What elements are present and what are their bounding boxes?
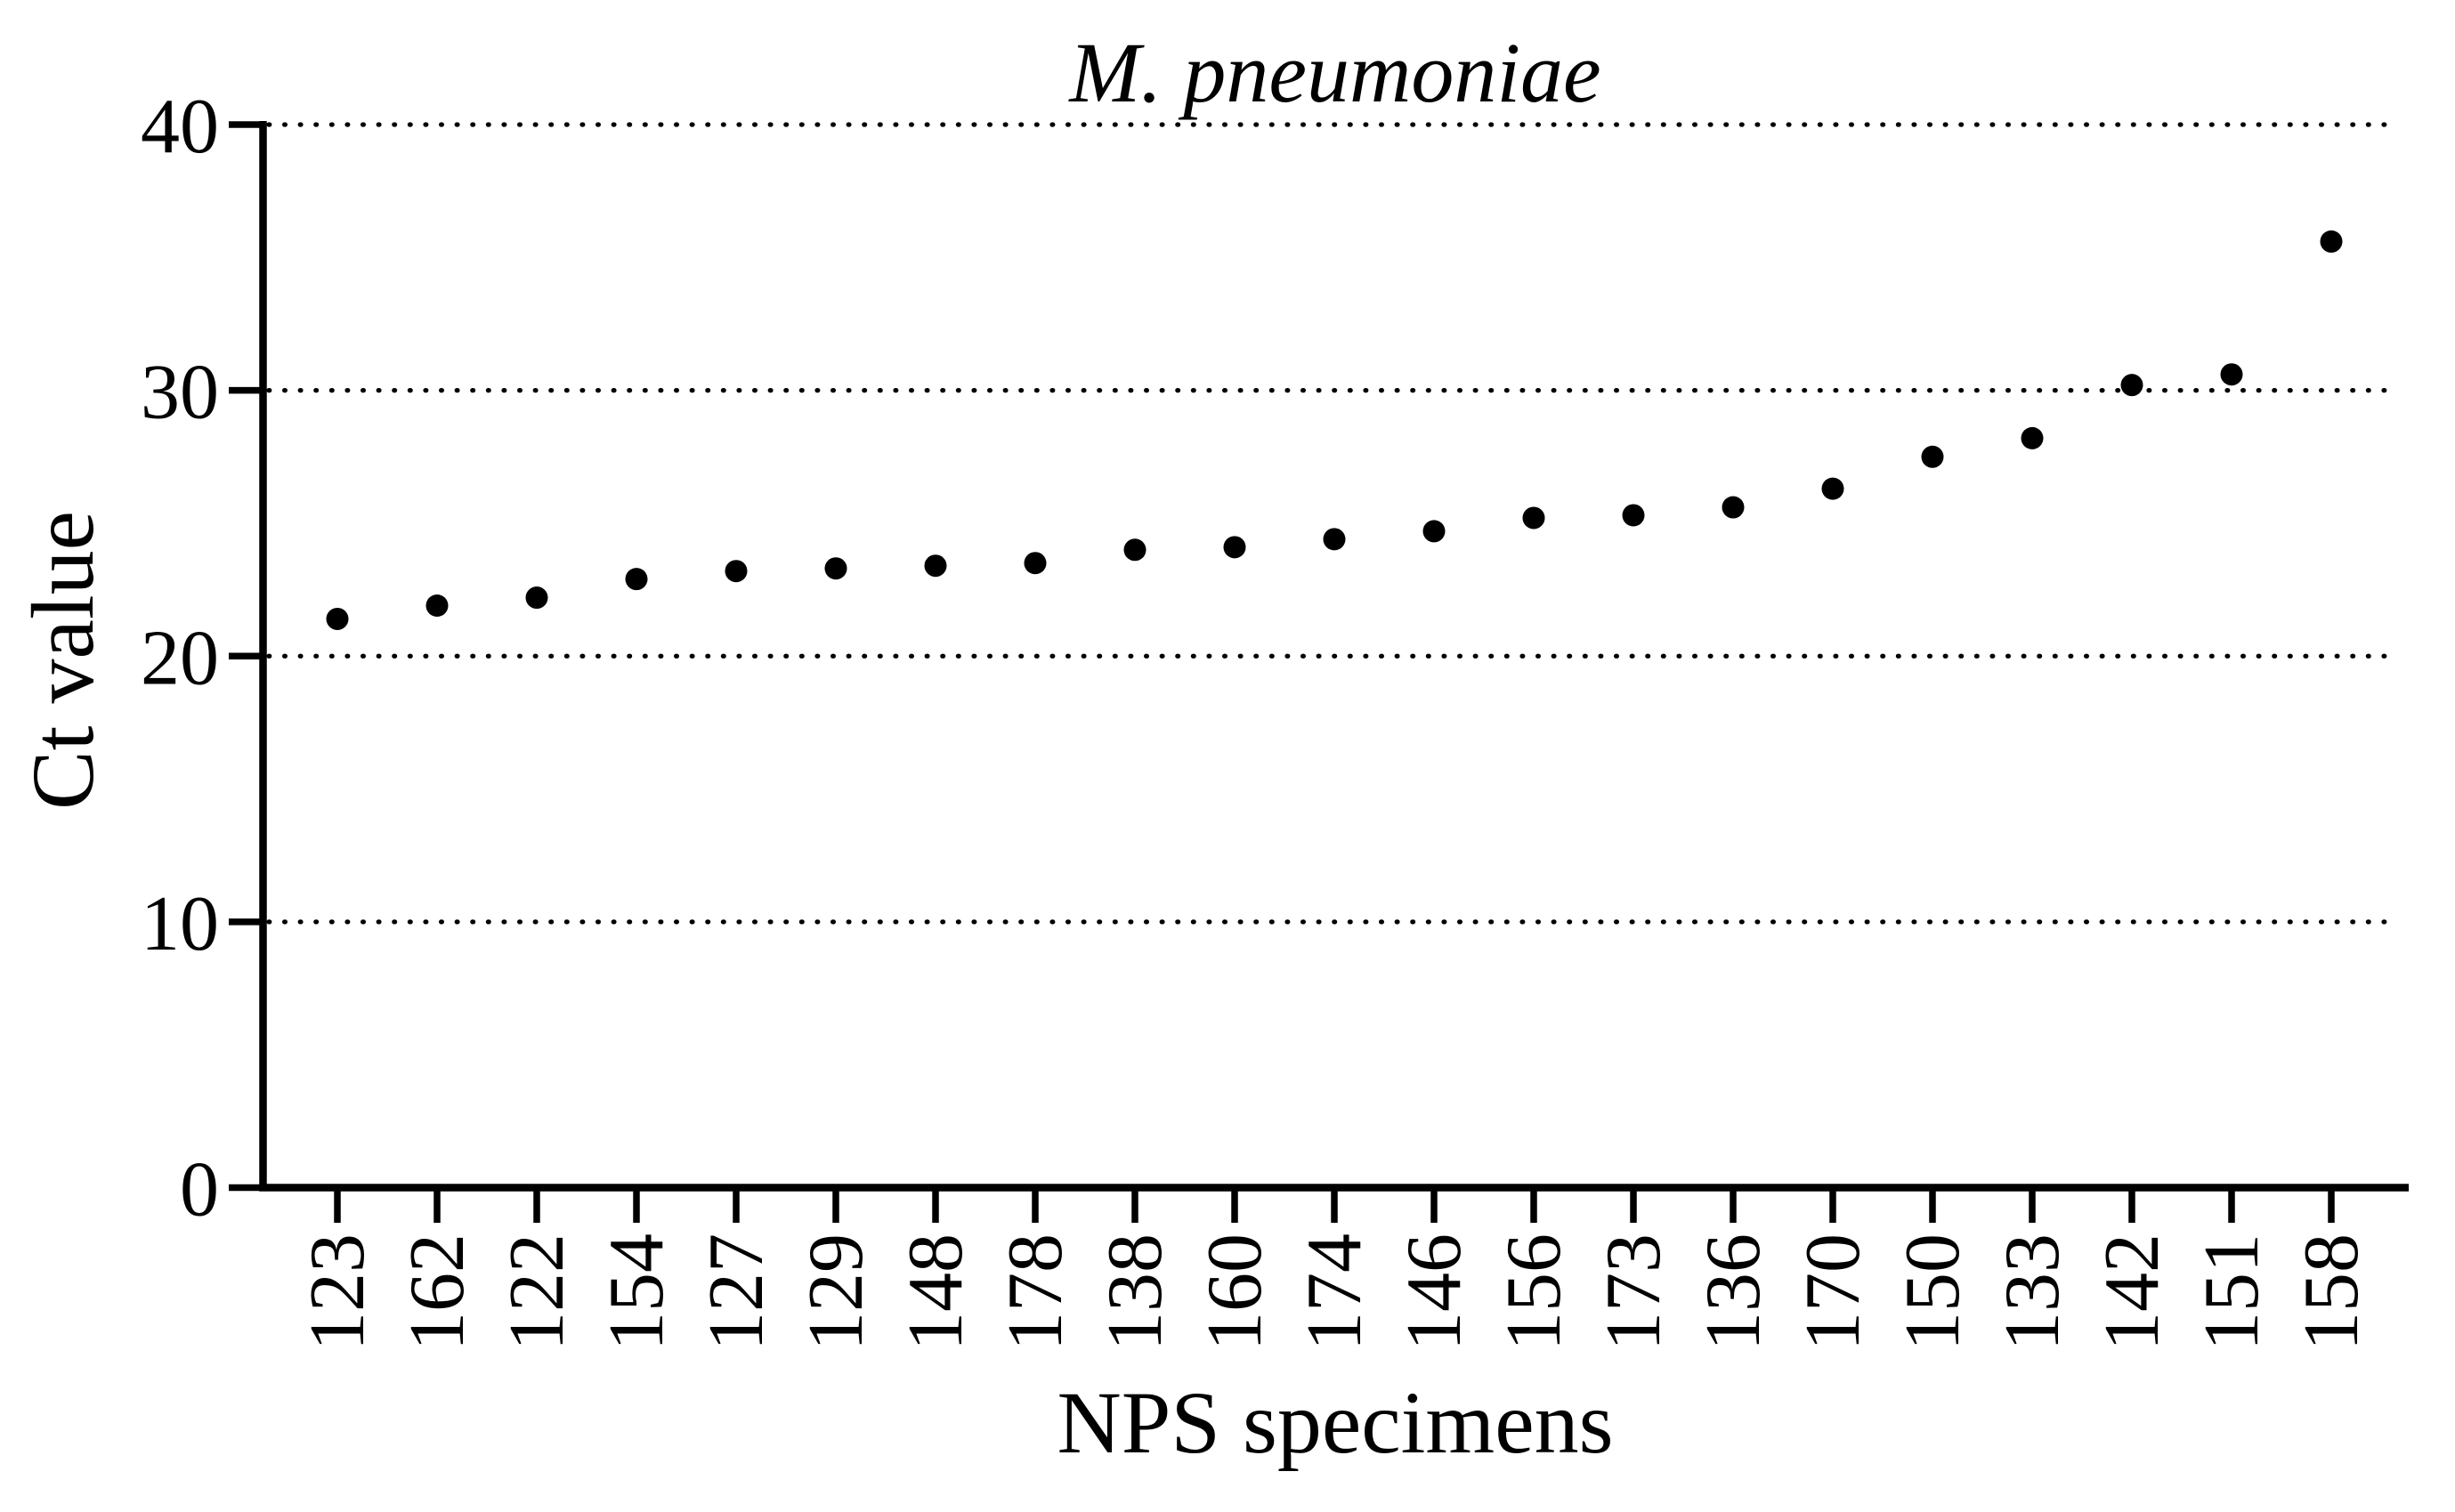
data-point xyxy=(625,568,648,591)
data-point xyxy=(2120,374,2143,397)
y-tick-label: 0 xyxy=(180,1147,219,1233)
data-point xyxy=(1223,536,1246,559)
data-point xyxy=(1622,504,1645,527)
data-point xyxy=(525,586,548,610)
x-tick-label: 160 xyxy=(1192,1233,1278,1351)
data-point xyxy=(2021,426,2044,449)
x-axis-label: NPS specimens xyxy=(1057,1373,1614,1472)
x-tick-label: 174 xyxy=(1292,1233,1378,1351)
x-tick-label: 162 xyxy=(394,1233,481,1351)
data-point xyxy=(2220,363,2243,386)
x-tick-label: 173 xyxy=(1591,1233,1677,1351)
y-tick-label: 30 xyxy=(141,350,219,436)
y-tick-label: 20 xyxy=(141,615,219,701)
x-tick-label: 133 xyxy=(1989,1233,2076,1351)
x-tick-label: 122 xyxy=(494,1233,580,1351)
y-ticks-group: 0 10 20 30 40 xyxy=(141,84,263,1233)
data-points-group xyxy=(326,230,2343,630)
x-tick-label: 154 xyxy=(594,1233,680,1351)
chart-title: M. pneumoniae xyxy=(1067,25,1600,120)
data-point xyxy=(1722,496,1745,519)
x-tick-label: 127 xyxy=(693,1233,780,1351)
x-tick-label: 146 xyxy=(1391,1233,1478,1351)
x-tick-label: 178 xyxy=(993,1233,1079,1351)
data-point xyxy=(1422,520,1446,543)
data-point xyxy=(1522,506,1545,530)
data-point xyxy=(1024,552,1047,575)
x-tick-label: 170 xyxy=(1790,1233,1876,1351)
data-point xyxy=(924,554,947,578)
x-tick-label: 156 xyxy=(1491,1233,1577,1351)
data-point xyxy=(425,594,449,618)
x-tick-label: 150 xyxy=(1890,1233,1976,1351)
data-point xyxy=(1821,477,1844,500)
x-tick-label: 129 xyxy=(793,1233,879,1351)
data-point xyxy=(326,607,349,630)
x-tick-label: 138 xyxy=(1092,1233,1179,1351)
x-tick-label: 151 xyxy=(2189,1233,2275,1351)
x-tick-label: 142 xyxy=(2089,1233,2175,1351)
data-point xyxy=(1323,528,1346,551)
data-point xyxy=(1123,538,1146,562)
data-point xyxy=(725,560,748,583)
data-point xyxy=(2320,230,2343,253)
data-point xyxy=(1921,445,1944,468)
y-axis-label: Ct value xyxy=(13,511,112,810)
data-point xyxy=(824,557,847,580)
x-ticks-group: 123 162 122 154 127 129 148 178 138 160 174 146 156 1… xyxy=(295,1189,2375,1351)
gridlines-group xyxy=(266,122,2401,925)
x-tick-label: 158 xyxy=(2289,1233,2375,1351)
y-tick-label: 10 xyxy=(141,881,219,967)
y-tick-label: 40 xyxy=(141,84,219,170)
x-tick-label: 148 xyxy=(893,1233,979,1351)
x-tick-label: 123 xyxy=(295,1233,381,1351)
x-tick-label: 136 xyxy=(1690,1233,1777,1351)
